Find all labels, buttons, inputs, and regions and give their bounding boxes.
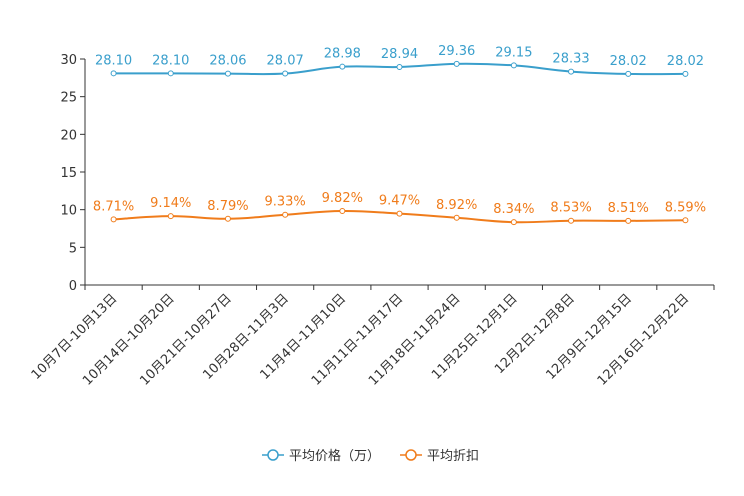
data-label: 8.53%	[550, 201, 591, 216]
data-label: 8.34%	[493, 202, 534, 217]
data-point[interactable]	[453, 60, 460, 67]
data-label: 28.10	[95, 53, 132, 68]
y-tick-label: 5	[69, 241, 77, 256]
data-label: 8.79%	[207, 199, 248, 214]
data-label: 28.33	[552, 52, 589, 67]
legend[interactable]: 平均价格（万） 平均折扣	[262, 448, 479, 464]
series-layer: 28.10 28.10 28.06 28.07 28.98 28.94 29.36 29.15…	[93, 44, 706, 226]
data-label: 28.98	[324, 47, 361, 62]
y-tick-label: 0	[69, 279, 77, 294]
data-point[interactable]	[510, 219, 517, 226]
data-label: 9.82%	[322, 191, 363, 206]
y-tick-label: 30	[60, 53, 77, 68]
data-label: 28.94	[381, 47, 418, 62]
data-point[interactable]	[282, 211, 289, 218]
data-label: 28.06	[209, 54, 246, 69]
data-point[interactable]	[453, 214, 460, 221]
data-label: 8.59%	[665, 200, 706, 215]
data-point[interactable]	[339, 63, 346, 70]
data-point[interactable]	[339, 208, 346, 215]
data-point[interactable]	[625, 217, 632, 224]
legend-label: 平均折扣	[427, 449, 479, 464]
data-point[interactable]	[396, 63, 403, 70]
data-point[interactable]	[682, 217, 689, 224]
data-point[interactable]	[110, 70, 117, 77]
legend-label: 平均价格（万）	[289, 448, 380, 464]
data-label: 28.02	[667, 54, 704, 69]
legend-item-2[interactable]: 平均折扣	[400, 449, 479, 464]
data-label: 29.15	[495, 45, 532, 60]
data-point[interactable]	[568, 68, 575, 75]
data-label: 29.36	[438, 44, 475, 59]
series-2: 8.71% 9.14% 8.79% 9.33% 9.82% 9.47% 8.92% 8.34%…	[93, 191, 706, 226]
data-point[interactable]	[682, 70, 689, 77]
legend-marker-icon	[267, 449, 279, 461]
data-point[interactable]	[167, 70, 174, 77]
data-point[interactable]	[625, 70, 632, 77]
data-point[interactable]	[510, 62, 517, 69]
data-label: 28.10	[152, 53, 189, 68]
data-label: 8.71%	[93, 199, 134, 214]
data-point[interactable]	[224, 215, 231, 222]
data-label: 9.47%	[379, 194, 420, 209]
y-tick-label: 15	[60, 166, 77, 181]
series-1: 28.10 28.10 28.06 28.07 28.98 28.94 29.36 29.15…	[95, 44, 704, 77]
data-label: 9.33%	[264, 195, 305, 210]
data-point[interactable]	[224, 70, 231, 77]
data-point[interactable]	[282, 70, 289, 77]
data-label: 9.14%	[150, 196, 191, 211]
legend-marker-icon	[405, 449, 417, 461]
data-label: 28.02	[610, 54, 647, 69]
data-point[interactable]	[167, 213, 174, 220]
legend-item-1[interactable]: 平均价格（万）	[262, 448, 380, 464]
data-label: 8.51%	[608, 201, 649, 216]
y-tick-label: 20	[60, 128, 77, 143]
data-label: 28.07	[267, 54, 304, 69]
y-tick-label: 25	[60, 91, 77, 106]
data-label: 8.92%	[436, 198, 477, 213]
data-point[interactable]	[110, 216, 117, 223]
y-tick-label: 10	[60, 204, 77, 219]
data-point[interactable]	[396, 210, 403, 217]
data-point[interactable]	[568, 217, 575, 224]
